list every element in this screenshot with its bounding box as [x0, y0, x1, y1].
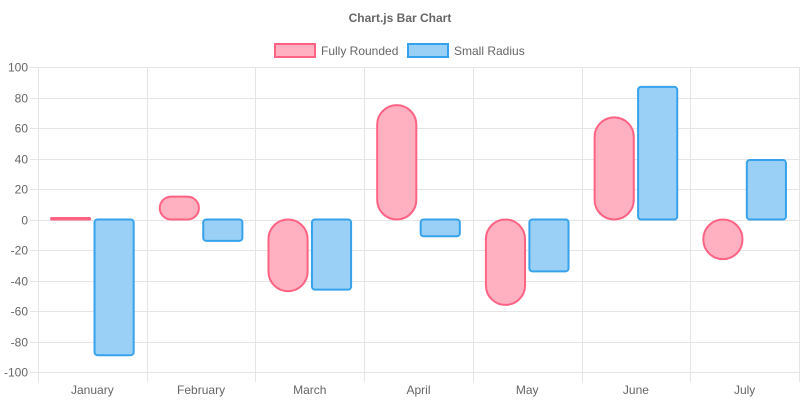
legend-item-small-radius[interactable]: Small Radius: [407, 43, 525, 58]
y-tick-label: -60: [11, 305, 29, 319]
bar-series: [50, 85, 787, 357]
grid-lines: [30, 67, 800, 382]
x-tick-label-january: January: [71, 383, 114, 397]
bar-small-radius-june[interactable]: [637, 85, 679, 221]
bar-fully-rounded-march[interactable]: [267, 218, 309, 293]
y-tick-label: 40: [15, 153, 29, 167]
y-tick-label: 20: [15, 183, 29, 197]
bar-fully-rounded-june[interactable]: [593, 116, 635, 221]
bar-small-radius-february[interactable]: [202, 218, 244, 242]
legend-swatch-small-radius: [407, 43, 449, 58]
y-tick-label: 0: [21, 214, 28, 228]
bar-small-radius-april[interactable]: [419, 218, 461, 238]
bar-small-radius-july[interactable]: [745, 159, 787, 221]
bar-fully-rounded-april[interactable]: [376, 104, 418, 221]
bar-small-radius-march[interactable]: [310, 218, 353, 291]
x-tick-label-april: April: [406, 383, 430, 397]
bar-fully-rounded-may[interactable]: [484, 218, 527, 306]
x-axis: January February March April May June July: [71, 383, 755, 397]
bar-small-radius-may[interactable]: [528, 218, 570, 273]
x-tick-label-july: July: [734, 383, 755, 397]
y-tick-label: -40: [11, 275, 29, 289]
bar-fully-rounded-february[interactable]: [158, 195, 200, 221]
x-tick-label-march: March: [293, 383, 326, 397]
y-axis: 100 80 60 40 20 0 -20 -40 -60 -80 -100: [4, 61, 28, 380]
legend: Fully Rounded Small Radius: [274, 43, 525, 58]
y-tick-label: 80: [15, 92, 29, 106]
x-tick-label-june: June: [623, 383, 649, 397]
x-tick-label-may: May: [516, 383, 539, 397]
y-tick-label: -80: [11, 336, 29, 350]
legend-swatch-fully-rounded: [274, 43, 316, 58]
y-tick-label: 60: [15, 122, 29, 136]
bar-fully-rounded-july[interactable]: [702, 218, 744, 261]
legend-label-fully-rounded: Fully Rounded: [321, 44, 398, 58]
bar-fully-rounded-january[interactable]: [50, 216, 92, 221]
chart-title: Chart.js Bar Chart: [349, 11, 452, 25]
y-tick-label: -100: [4, 366, 28, 380]
y-tick-label: 100: [8, 61, 28, 75]
x-tick-label-february: February: [177, 383, 225, 397]
legend-label-small-radius: Small Radius: [454, 44, 525, 58]
bar-small-radius-january[interactable]: [93, 218, 135, 357]
y-tick-label: -20: [11, 244, 29, 258]
legend-item-fully-rounded[interactable]: Fully Rounded: [274, 43, 398, 58]
